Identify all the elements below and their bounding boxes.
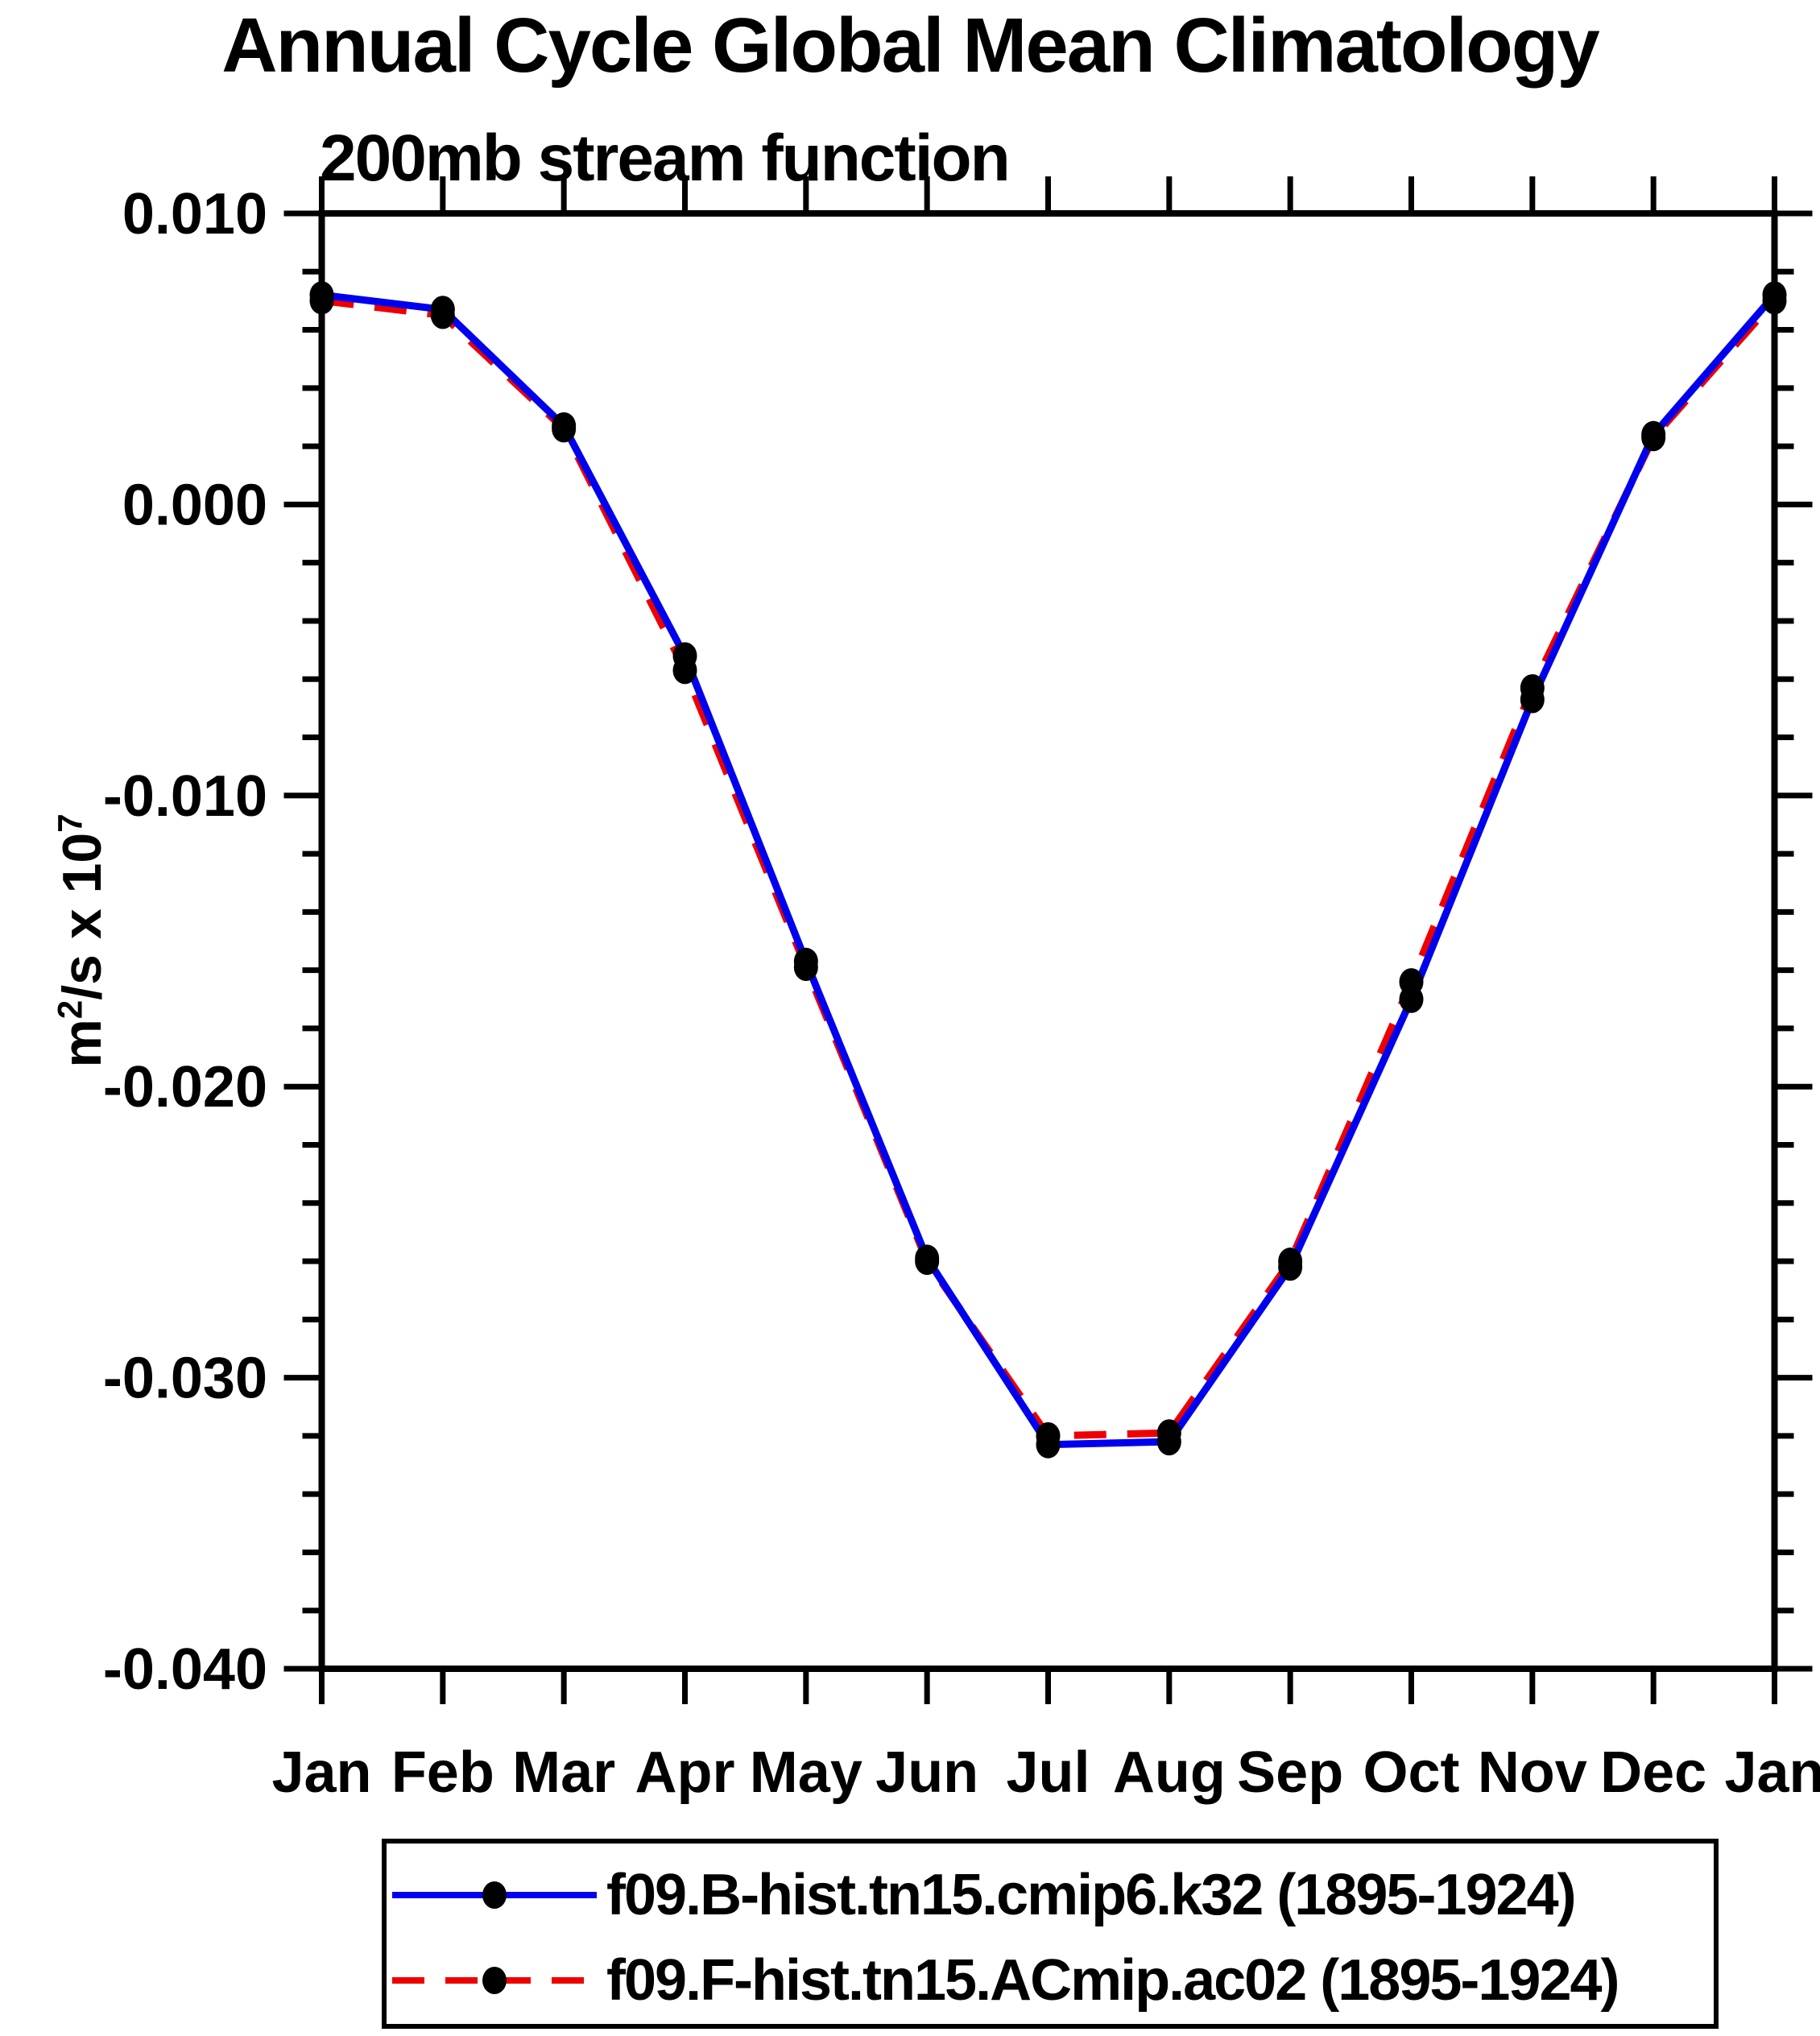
- x-axis-label: Oct: [1363, 1740, 1459, 1805]
- data-point-marker-s1-Jun: [915, 1248, 940, 1276]
- legend-entry-label: f09.F-hist.tn15.ACmip.ac02 (1895-1924): [606, 1948, 1620, 2013]
- data-point-marker-s1-May: [793, 954, 818, 982]
- y-axis-label: -0.030: [103, 1347, 267, 1411]
- legend-entry-label: f09.B-hist.tn15.cmip6.k32 (1895-1924): [606, 1863, 1577, 1927]
- x-axis-label: Sep: [1237, 1740, 1343, 1805]
- legend: f09.B-hist.tn15.cmip6.k32 (1895-1924) f0…: [382, 1839, 1719, 2029]
- x-axis-label: Apr: [635, 1740, 735, 1805]
- data-point-marker-s1-Jan: [309, 287, 334, 315]
- data-point-marker-s1-Dec: [1641, 424, 1666, 452]
- y-axis-label: 0.010: [122, 182, 267, 246]
- x-axis-label: Jun: [875, 1740, 978, 1805]
- x-axis-label: Aug: [1113, 1740, 1226, 1805]
- series-line-1: [321, 296, 1777, 1440]
- x-axis-label: Mar: [512, 1740, 615, 1805]
- x-axis-label: May: [750, 1740, 862, 1805]
- data-point-marker-s1-Aug: [1156, 1419, 1181, 1447]
- series-line-0: [321, 291, 1777, 1449]
- x-axis-label: Jan: [271, 1740, 371, 1805]
- chart-subtitle: 200mb stream function: [320, 122, 1011, 195]
- y-axis-label: -0.020: [103, 1055, 267, 1119]
- y-axis-label: 0.000: [122, 473, 267, 537]
- data-point-marker-s1-Oct: [1399, 968, 1424, 996]
- data-point-marker-s1-Jan: [1762, 287, 1787, 315]
- data-point-marker-s1-Jul: [1036, 1421, 1061, 1450]
- page-title: Annual Cycle Global Mean Climatology: [221, 2, 1600, 89]
- x-axis-label: Jul: [1006, 1740, 1090, 1805]
- dashed-line-marker-icon: [392, 1967, 597, 1994]
- x-axis-label: Dec: [1600, 1740, 1706, 1805]
- solid-line-marker-icon: [392, 1881, 597, 1909]
- y-axis-label: -0.040: [103, 1637, 267, 1702]
- y-axis-label: -0.010: [103, 764, 267, 829]
- data-point-marker-s1-Sep: [1278, 1248, 1303, 1276]
- data-point-marker-s1-Feb: [430, 301, 455, 329]
- legend-entry-b-hist: f09.B-hist.tn15.cmip6.k32 (1895-1924): [391, 1859, 1577, 1931]
- data-point-marker-s1-Nov: [1520, 674, 1545, 702]
- legend-entry-f-hist: f09.F-hist.tn15.ACmip.ac02 (1895-1924): [391, 1944, 1620, 2017]
- x-axis-label: Feb: [391, 1740, 494, 1805]
- x-axis-label: Jan: [1724, 1740, 1820, 1805]
- x-axis-label: Nov: [1478, 1740, 1587, 1805]
- data-point-marker-s1-Mar: [552, 415, 577, 443]
- data-point-marker-s1-Apr: [672, 656, 697, 685]
